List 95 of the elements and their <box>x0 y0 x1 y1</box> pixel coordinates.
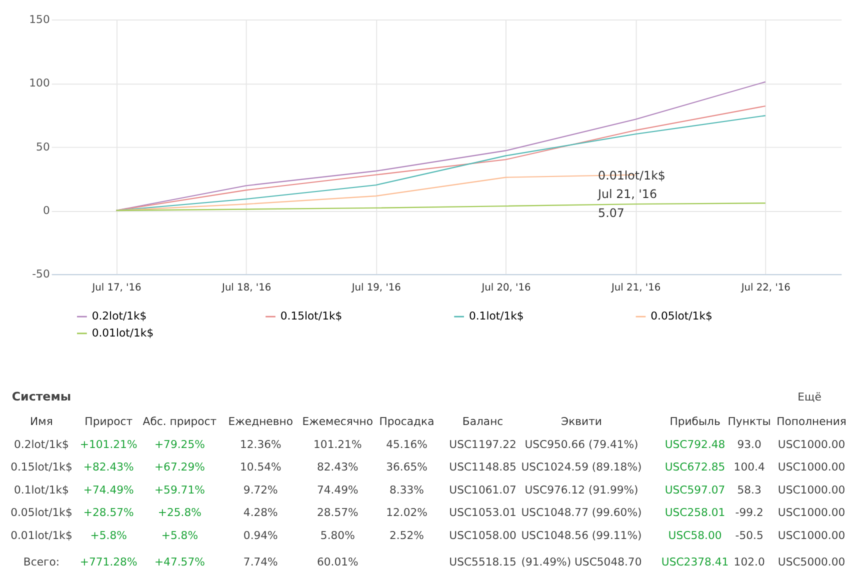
text: USC1000.00 <box>778 528 846 542</box>
y-tick-label: 50 <box>36 140 50 154</box>
text: USC1000.00 <box>778 460 846 474</box>
text: -50.5 <box>735 528 764 542</box>
text: 5.80% <box>320 528 355 542</box>
text: USC5000.00 <box>778 555 846 568</box>
text: USC672.85 <box>664 460 726 474</box>
text: Прибыль <box>670 415 720 428</box>
text: 28.57% <box>316 506 358 520</box>
x-tick-label: Jul 17, '16 <box>91 282 142 294</box>
text: Баланс <box>462 415 504 428</box>
y-tick-label: -50 <box>32 268 50 281</box>
text: (91.49%) USC5048.70 <box>521 555 642 568</box>
text: 74.49% <box>316 483 358 496</box>
x-tick-label: Jul 18, '16 <box>221 282 272 294</box>
text: 9.72% <box>243 483 278 496</box>
legend-label: 0.15lot/1k$ <box>280 310 342 323</box>
text: Просадка <box>379 415 434 428</box>
text: +25.8% <box>158 506 202 520</box>
text: 0.15lot/1k$ <box>10 460 72 474</box>
text: Пополнения <box>776 415 846 428</box>
text: +5.8% <box>90 528 127 542</box>
text: Ежемесячно <box>302 415 374 428</box>
text: Ежедневно <box>228 415 294 428</box>
text: USC950.66 (79.41%) <box>524 438 638 451</box>
text: Пункты <box>728 415 771 428</box>
x-tick-label: Jul 21, '16 <box>610 282 661 294</box>
text: 101.21% <box>314 438 362 451</box>
text: 100.4 <box>734 460 765 474</box>
legend-label: 0.2lot/1k$ <box>92 310 147 323</box>
text: +59.71% <box>154 483 205 496</box>
text: USC5518.15 <box>449 555 516 568</box>
text: Имя <box>30 415 53 428</box>
annotation: 0.01lot/1k$ Jul 21, '16 5.07 <box>597 168 666 220</box>
text: USC1061.07 <box>449 483 516 496</box>
text: USC1197.22 <box>449 438 516 451</box>
text: +47.57% <box>154 555 205 568</box>
text: 102.0 <box>734 555 765 568</box>
text: 0.01lot/1k$ <box>10 528 72 542</box>
text: 12.36% <box>240 438 282 451</box>
text: 8.33% <box>390 483 424 496</box>
text: Эквити <box>561 415 602 428</box>
text: USC258.01 <box>664 506 726 520</box>
text: 60.01% <box>316 555 358 568</box>
legend-label: 0.05lot/1k$ <box>650 310 712 323</box>
text: 7.74% <box>243 555 278 568</box>
text: 0.05lot/1k$ <box>10 506 72 520</box>
text: USC1053.01 <box>449 506 516 520</box>
text: 0.94% <box>243 528 278 542</box>
text: USC597.07 <box>664 483 726 496</box>
text: USC1148.85 <box>449 460 516 474</box>
text: 82.43% <box>316 460 358 474</box>
legend-label: 0.1lot/1k$ <box>468 310 524 323</box>
text: USC792.48 <box>664 438 726 451</box>
text: 4.28% <box>243 506 278 520</box>
x-tick-label: Jul 19, '16 <box>350 282 401 294</box>
text: USC1000.00 <box>778 506 846 520</box>
text: 58.3 <box>737 483 762 496</box>
x-tick-label: Jul 22, '16 <box>740 282 790 294</box>
text: Системы <box>12 390 72 404</box>
legend-label: 0.01lot/1k$ <box>92 326 154 340</box>
text: USC1024.59 (89.18%) <box>521 460 642 474</box>
text: USC1000.00 <box>778 438 846 451</box>
y-tick-label: 100 <box>29 76 50 90</box>
text: USC976.12 (91.99%) <box>524 483 638 496</box>
text: +5.8% <box>161 528 198 542</box>
text: 2.52% <box>390 528 424 542</box>
text: 0.2lot/1k$ <box>14 438 69 451</box>
text: -99.2 <box>735 506 764 520</box>
text: 93.0 <box>737 438 762 451</box>
text: 10.54% <box>240 460 282 474</box>
text: USC1000.00 <box>778 483 846 496</box>
y-tick-label: 150 <box>29 12 50 26</box>
text: 45.16% <box>386 438 428 451</box>
text: Всего: <box>23 555 60 568</box>
text: 0.1lot/1k$ <box>14 483 69 496</box>
text: USC1048.56 (99.11%) <box>521 528 642 542</box>
text: +28.57% <box>83 506 134 520</box>
x-tick-label: Jul 20, '16 <box>480 282 531 294</box>
text: 36.65% <box>386 460 428 474</box>
text: +79.25% <box>154 438 205 451</box>
text: +771.28% <box>80 555 138 568</box>
text: USC58.00 <box>668 528 722 542</box>
text: Прирост <box>84 415 133 428</box>
text: +82.43% <box>83 460 134 474</box>
text: Ещё <box>798 390 822 404</box>
text: USC1048.77 (99.60%) <box>521 506 642 520</box>
text: USC2378.41 <box>661 555 729 568</box>
text: 12.02% <box>386 506 428 520</box>
y-tick-label: 0 <box>42 204 50 217</box>
text: Абс. прирост <box>142 415 217 428</box>
text: +74.49% <box>83 483 134 496</box>
text: +101.21% <box>80 438 138 451</box>
text: +67.29% <box>154 460 205 474</box>
text: USC1058.00 <box>449 528 516 542</box>
